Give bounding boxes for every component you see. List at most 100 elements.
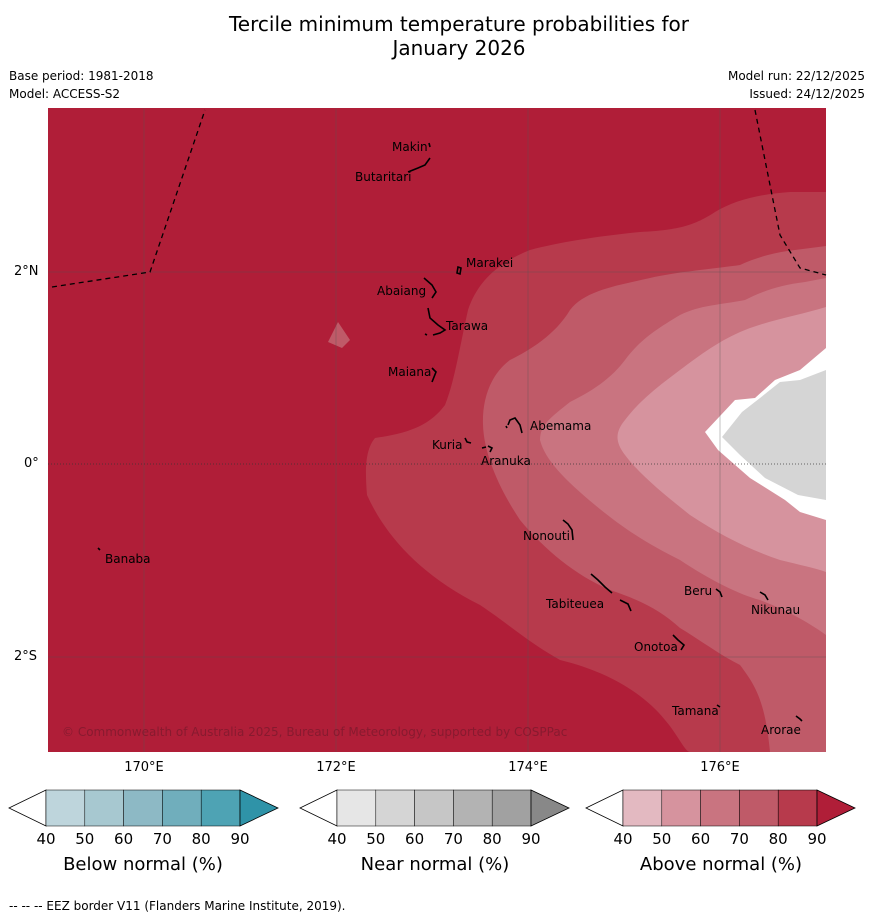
below-segment-2: [84, 789, 124, 827]
island-tamana: [716, 704, 721, 708]
label-banaba: Banaba: [105, 552, 151, 566]
colorbar-below-title: Below normal (%): [63, 854, 223, 875]
below-tick-90: 90: [230, 830, 250, 848]
colorbar-near-title: Near normal (%): [360, 854, 510, 875]
island-beru: [715, 588, 723, 598]
reef-marking: [328, 322, 350, 348]
label-maiana: Maiana: [388, 365, 431, 379]
below-tick-50: 50: [75, 830, 95, 848]
below-segment-4: [162, 789, 202, 827]
label-abemama: Abemama: [530, 419, 591, 433]
above-tick-40: 40: [613, 830, 633, 848]
island-arorae: [795, 715, 803, 722]
base-period: Base period: 1981-2018: [9, 69, 154, 83]
title-line-1: Tercile minimum temperature probabilitie…: [228, 12, 690, 36]
near-extend-low: [299, 789, 338, 827]
place-labels: Makin Butaritari Marakei Abaiang Tarawa …: [105, 140, 801, 737]
label-aranuka: Aranuka: [481, 454, 531, 468]
below-extend-low: [8, 789, 47, 827]
island-banaba: [97, 547, 101, 551]
lat-label-2n: 2°N: [14, 264, 39, 279]
island-tarawa: [424, 307, 447, 336]
below-extend-high: [239, 789, 279, 827]
island-marakei: [456, 265, 462, 276]
island-butaritari: [407, 157, 431, 173]
colorbar-above-title: Above normal (%): [639, 854, 803, 875]
near-tick-40: 40: [327, 830, 347, 848]
fill-near-normal-50-60: [722, 370, 826, 500]
near-segment-2: [375, 789, 415, 827]
below-segment-5: [200, 789, 241, 827]
eez-border: [51, 109, 827, 288]
label-nikunau: Nikunau: [751, 603, 800, 617]
island-abemama: [505, 417, 523, 434]
above-segment-2: [661, 789, 701, 827]
near-extend-high: [530, 789, 570, 827]
below-tick-60: 60: [114, 830, 134, 848]
near-tick-70: 70: [443, 830, 463, 848]
lat-label-2s: 2°S: [14, 649, 38, 664]
below-segment-3: [123, 789, 163, 827]
graticule: [48, 108, 826, 752]
label-tarawa: Tarawa: [445, 319, 488, 333]
label-marakei: Marakei: [466, 256, 513, 270]
above-segment-3: [700, 789, 740, 827]
model-run: Model run: 22/12/2025: [727, 69, 865, 83]
island-abaiang: [423, 277, 437, 299]
colorbar-near: [299, 789, 570, 827]
map-title: Tercile minimum temperature probabilitie…: [0, 12, 873, 60]
island-maiana: [431, 367, 437, 383]
near-segment-1: [336, 789, 377, 827]
map-area[interactable]: [48, 108, 826, 752]
copyright-text: © Commonwealth of Australia 2025, Bureau…: [62, 725, 567, 739]
lon-label-176e: 176°E: [700, 760, 740, 775]
label-beru: Beru: [684, 584, 712, 598]
above-tick-60: 60: [691, 830, 711, 848]
island-kuria: [464, 437, 472, 444]
colorbar-below: [8, 789, 279, 827]
near-tick-90: 90: [521, 830, 541, 848]
near-segment-5: [491, 789, 532, 827]
lon-label-170e: 170°E: [124, 760, 164, 775]
island-nonouti: [562, 519, 574, 541]
label-arorae: Arorae: [761, 723, 801, 737]
above-segment-5: [777, 789, 818, 827]
label-butaritari: Butaritari: [355, 170, 412, 184]
footnote-eez: -- -- -- EEZ border V11 (Flanders Marine…: [9, 899, 346, 913]
label-onotoa: Onotoa: [634, 640, 678, 654]
lat-label-0: 0°: [24, 456, 39, 471]
meta-right: Model run: 22/12/2025 Issued: 24/12/2025: [728, 67, 865, 103]
colorbar-above: [585, 789, 856, 827]
above-tick-70: 70: [729, 830, 749, 848]
model-name: Model: ACCESS-S2: [9, 87, 121, 101]
above-extend-high: [816, 789, 856, 827]
label-makin: Makin: [392, 140, 428, 154]
lon-label-172e: 172°E: [316, 760, 356, 775]
near-segment-4: [453, 789, 493, 827]
below-segment-1: [45, 789, 86, 827]
above-segment-4: [739, 789, 779, 827]
below-tick-40: 40: [36, 830, 56, 848]
lon-label-174e: 174°E: [508, 760, 548, 775]
above-tick-80: 80: [768, 830, 788, 848]
above-segment-1: [622, 789, 663, 827]
near-tick-80: 80: [482, 830, 502, 848]
near-segment-3: [414, 789, 454, 827]
issued-date: Issued: 24/12/2025: [749, 87, 865, 101]
island-aranuka: [481, 445, 494, 453]
above-tick-50: 50: [652, 830, 672, 848]
below-tick-70: 70: [152, 830, 172, 848]
island-nikunau: [759, 591, 769, 601]
meta-left: Base period: 1981-2018 Model: ACCESS-S2: [9, 67, 154, 103]
above-tick-90: 90: [807, 830, 827, 848]
islands: [97, 142, 803, 722]
below-tick-80: 80: [191, 830, 211, 848]
island-tabiteuea: [590, 573, 632, 612]
label-tabiteuea: Tabiteuea: [545, 597, 604, 611]
title-line-2: January 2026: [392, 36, 526, 60]
near-tick-60: 60: [405, 830, 425, 848]
island-onotoa: [672, 634, 686, 651]
near-tick-50: 50: [366, 830, 386, 848]
label-abaiang: Abaiang: [377, 284, 426, 298]
